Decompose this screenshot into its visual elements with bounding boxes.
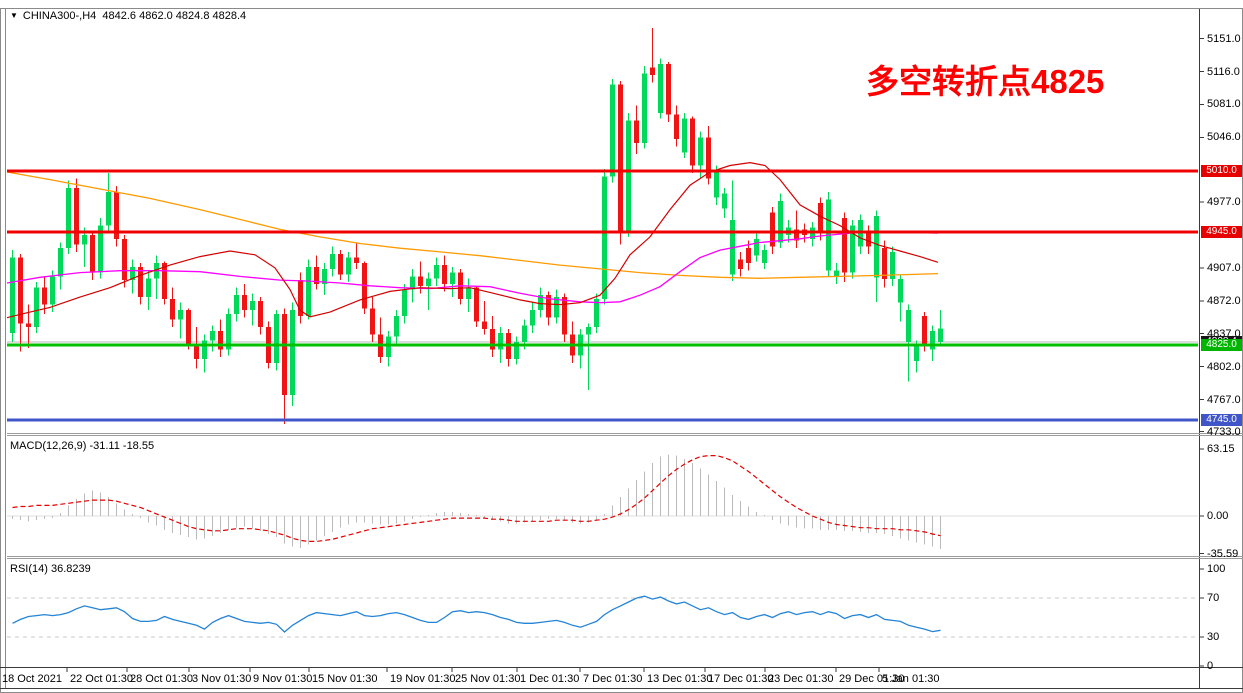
rsi-scale-label: 30 <box>1207 630 1220 643</box>
price-tick-label: 4872.0 <box>1207 294 1241 307</box>
price-tick-label: 5116.0 <box>1207 65 1240 78</box>
time-label: 5 Jan 01:30 <box>882 673 940 685</box>
quote-ohlc-label: 4842.6 4862.0 4824.8 4828.4 <box>102 10 247 22</box>
rsi-indicator-label: RSI(14) 36.8239 <box>10 563 91 575</box>
price-badge: 4825.0 <box>1201 339 1242 351</box>
macd-scale-label: 63.15 <box>1207 443 1235 456</box>
time-label: 1 Dec 01:30 <box>520 673 580 685</box>
price-badge: 4745.0 <box>1201 414 1242 427</box>
time-label: 9 Nov 01:30 <box>253 673 313 685</box>
price-tick-label: 5151.0 <box>1207 32 1241 45</box>
time-axis[interactable]: 18 Oct 2021 22 Oct 01:30 28 Oct 01:30 3 Nov… <box>0 670 1243 690</box>
chart-title: ▼ CHINA300-,H4 4842.6 4862.0 4824.8 4828.… <box>10 10 246 22</box>
symbol-period-label: CHINA300-,H4 <box>22 10 97 22</box>
time-label: 3 Nov 01:30 <box>192 673 252 685</box>
time-label: 28 Oct 01:30 <box>130 673 193 685</box>
price-scale[interactable]: 5151.0 5116.0 5081.0 5046.0 4977.0 4907.0 4872… <box>1200 0 1243 693</box>
time-label: 15 Nov 01:30 <box>312 673 378 685</box>
macd-scale-label: 0.00 <box>1207 510 1229 522</box>
time-label: 29 Dec 01:30 <box>839 673 905 685</box>
price-tick-label: 4802.0 <box>1207 360 1241 373</box>
time-label: 19 Nov 01:30 <box>390 673 456 685</box>
time-label: 13 Dec 01:30 <box>647 673 713 685</box>
rsi-scale-label: 0 <box>1207 660 1214 672</box>
time-label: 22 Oct 01:30 <box>70 673 133 685</box>
price-badge: 4945.0 <box>1201 226 1242 239</box>
price-tick-label: 5081.0 <box>1207 98 1241 111</box>
time-label: 18 Oct 2021 <box>2 673 62 685</box>
macd-indicator-label: MACD(12,26,9) -31.11 -18.55 <box>10 440 155 452</box>
price-tick-label: 4767.0 <box>1207 393 1241 406</box>
annotation-text: 多空转折点4825 <box>866 63 1105 100</box>
price-tick-label: 4733.0 <box>1207 425 1241 438</box>
price-tick-label: 4907.0 <box>1207 261 1241 274</box>
time-label: 17 Dec 01:30 <box>708 673 774 685</box>
time-label: 7 Dec 01:30 <box>583 673 643 685</box>
macd-scale-label: -35.59 <box>1207 547 1239 560</box>
symbol-dropdown-icon[interactable]: ▼ <box>10 11 18 20</box>
price-tick-label: 5046.0 <box>1207 131 1241 144</box>
price-badge: 5010.0 <box>1201 165 1242 178</box>
price-tick-label: 4977.0 <box>1207 196 1241 209</box>
time-label: 25 Nov 01:30 <box>455 673 521 685</box>
rsi-scale-label: 100 <box>1207 563 1226 575</box>
time-label: 23 Dec 01:30 <box>768 673 834 685</box>
rsi-scale-label: 70 <box>1207 592 1220 605</box>
